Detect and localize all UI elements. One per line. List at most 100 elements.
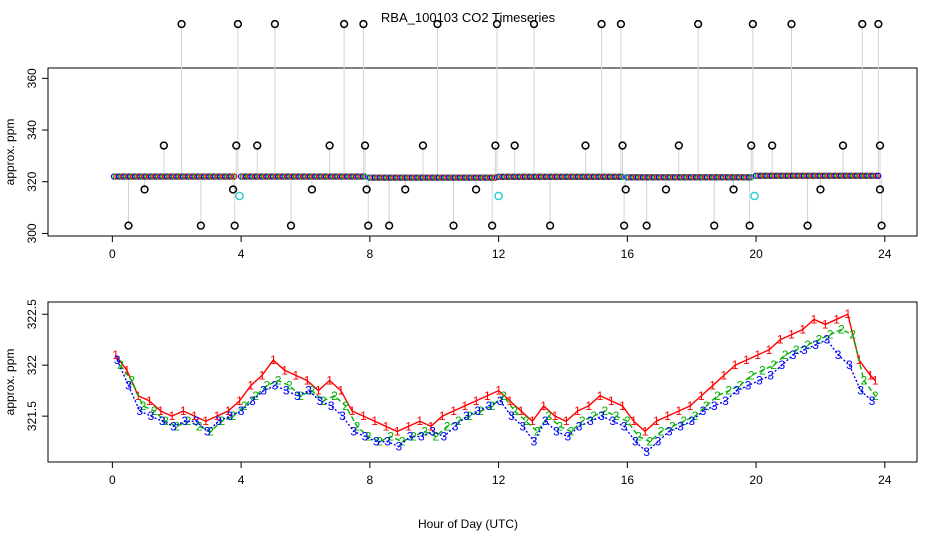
series-1-marker: 1 [259,368,266,382]
series-1-marker: 1 [236,394,243,408]
outlier-point [230,221,239,230]
series-1-marker: 1 [597,389,604,403]
outlier-point [491,141,500,150]
reference-point [494,191,503,201]
series-3-marker: 3 [677,419,684,433]
series-2-marker: 2 [275,373,282,387]
outlier-point [253,141,262,150]
outlier-point [177,19,186,29]
series-3-line [116,338,873,453]
outlier-point [233,19,243,29]
series-3-marker: 3 [283,384,290,398]
series-1-marker: 1 [202,414,209,428]
series-2-marker: 2 [624,414,631,428]
outlier-point [768,141,777,150]
series-1-marker: 1 [833,312,840,326]
series-2-marker: 2 [241,399,248,413]
series-3-marker: 3 [688,414,695,428]
series-2-marker: 2 [534,424,541,438]
series-3-marker: 3 [801,343,808,357]
series-2-marker: 2 [692,409,699,423]
series-2-marker: 2 [432,430,439,444]
outlier-point [418,141,428,150]
series-3-marker: 3 [632,435,639,449]
series-3-marker: 3 [136,404,143,418]
top-baseline-points [110,172,882,181]
series-2-marker: 2 [872,389,879,403]
series-2-marker: 2 [387,430,394,444]
series-2-marker: 2 [680,414,687,428]
top-raw-trace [127,24,883,226]
series-1-marker: 1 [349,404,356,418]
outlier-point [140,185,149,194]
series-1-marker: 1 [304,373,311,387]
series-3-marker: 3 [148,409,155,423]
series-1-marker: 1 [563,414,570,428]
outlier-point [385,221,394,230]
outlier-point [228,185,238,194]
series-2-marker: 2 [793,343,800,357]
series-3-marker: 3 [395,440,402,454]
series-3-marker: 3 [294,389,301,403]
series-3-marker: 3 [114,353,121,367]
series-2-marker: 2 [140,399,147,413]
outlier-point [449,221,458,230]
series-2-marker: 2 [354,419,361,433]
y-tick-label: 322 [25,355,39,375]
series-1-marker: 1 [507,394,514,408]
outlier-point [877,221,886,230]
series-3-marker: 3 [745,379,752,393]
series-2-marker: 2 [782,348,789,362]
series-3-marker: 3 [350,424,357,438]
series-2-marker: 2 [478,404,485,418]
series-3-marker: 3 [497,394,504,408]
series-3-marker: 3 [407,430,414,444]
series-3-marker: 3 [767,368,774,382]
outlier-point [693,19,703,29]
series-3-marker: 3 [621,419,628,433]
outlier-point [875,141,885,150]
series-3-marker: 3 [711,399,718,413]
series-2-marker: 2 [489,399,496,413]
x-tick-label: 20 [749,473,763,487]
series-3-marker: 3 [373,435,380,449]
x-tick-label: 12 [492,473,506,487]
series-2-marker: 2 [173,419,180,433]
series-2-marker: 2 [523,414,530,428]
series-2-marker: 2 [342,399,349,413]
outlier-point [364,221,373,230]
series-1-marker: 1 [450,404,457,418]
series-1-marker: 1 [721,368,728,382]
outlier-point [529,19,539,29]
outlier-point [307,185,317,194]
series-1-marker: 1 [585,399,592,413]
series-1-marker: 1 [653,414,660,428]
series-2-marker: 2 [838,323,845,337]
series-2-marker: 2 [286,379,293,393]
top-axes: 0 4 8 12 16 20 24 300 320 340 360 [25,68,892,261]
series-3-marker: 3 [227,409,234,423]
series-2-marker: 2 [545,409,552,423]
series-2-marker: 2 [264,379,271,393]
baseline-point [231,173,238,180]
series-3-marker: 3 [835,348,842,362]
series-3-marker: 3 [531,435,538,449]
series-1-marker: 1 [169,409,176,423]
outlier-point [471,185,481,194]
outlier-point [619,221,629,230]
series-1-marker: 1 [360,409,367,423]
outlier-point [816,185,825,194]
outlier-point [621,185,630,194]
series-2-marker: 2 [466,409,473,423]
series-2-marker: 2 [647,435,654,449]
series-1-marker: 1 [811,312,818,326]
series-2-marker: 2 [151,404,158,418]
x-tick-label: 24 [878,247,892,261]
outlier-point [362,185,371,194]
series-1-marker: 1 [619,399,626,413]
series-1-line [115,313,876,433]
outlier-point [642,221,651,230]
series-2-marker: 2 [635,430,642,444]
outlier-point [339,19,349,29]
